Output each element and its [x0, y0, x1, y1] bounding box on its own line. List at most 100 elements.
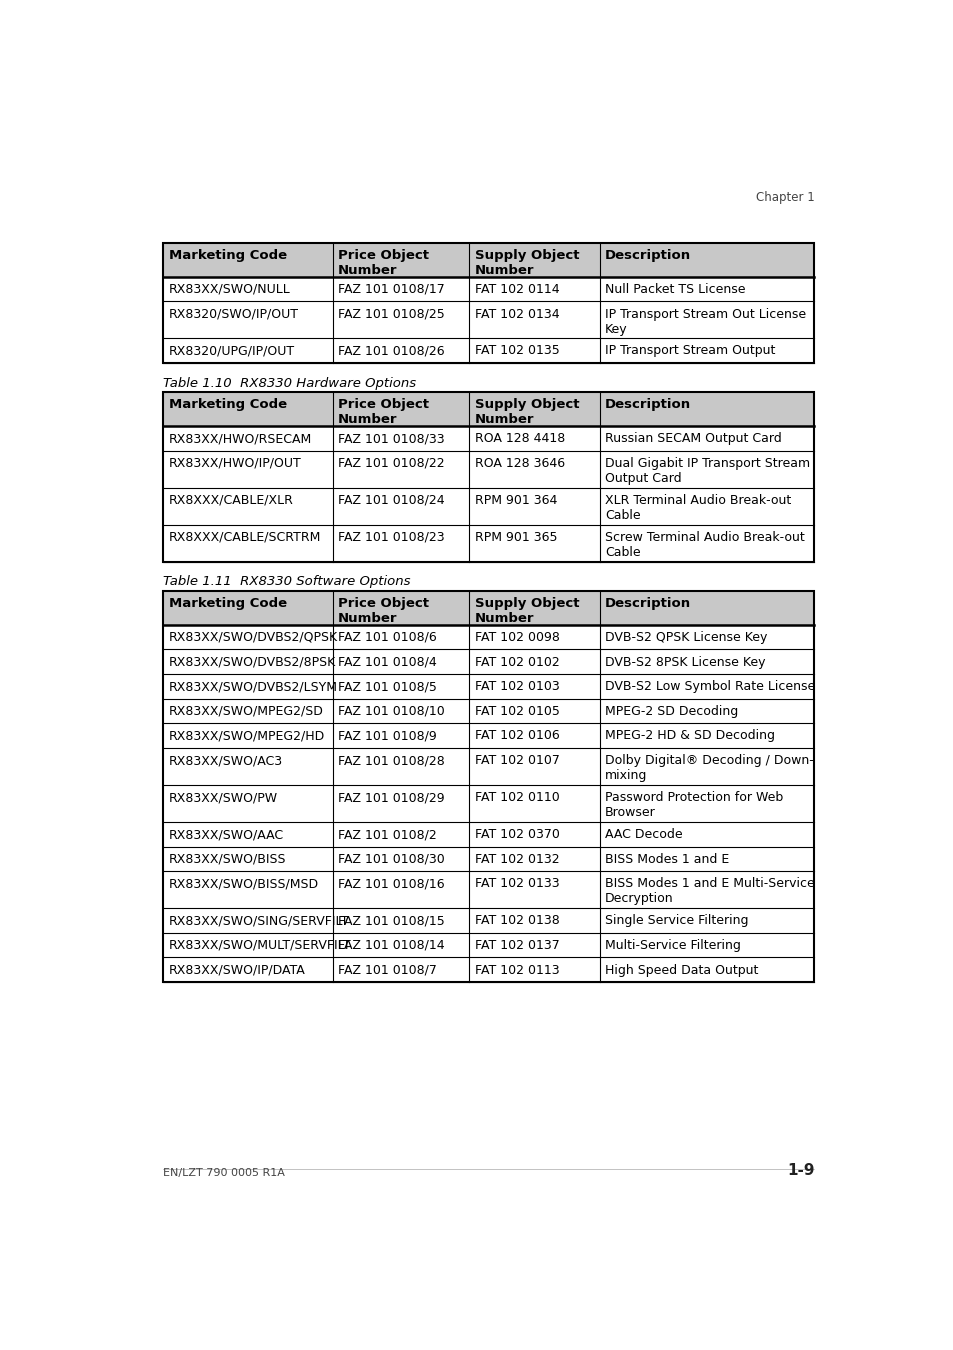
Text: FAT 102 0105: FAT 102 0105 — [475, 705, 559, 718]
Text: Marketing Code: Marketing Code — [169, 398, 287, 412]
Bar — [163, 591, 814, 981]
Text: Chapter 1: Chapter 1 — [755, 192, 814, 204]
Text: RX83XX/HWO/RSECAM: RX83XX/HWO/RSECAM — [169, 432, 312, 446]
Text: Multi-Service Filtering: Multi-Service Filtering — [604, 940, 740, 952]
Text: FAZ 101 0108/14: FAZ 101 0108/14 — [337, 940, 444, 952]
Bar — [163, 591, 814, 625]
Text: Dolby Digital® Decoding / Down-
mixing: Dolby Digital® Decoding / Down- mixing — [604, 755, 813, 782]
Text: XLR Terminal Audio Break-out
Cable: XLR Terminal Audio Break-out Cable — [604, 494, 790, 522]
Text: RX83XX/SWO/NULL: RX83XX/SWO/NULL — [169, 284, 291, 296]
Text: RX83XX/SWO/PW: RX83XX/SWO/PW — [169, 791, 277, 805]
Text: ROA 128 3646: ROA 128 3646 — [475, 456, 564, 470]
Text: RX8XXX/CABLE/SCRTRM: RX8XXX/CABLE/SCRTRM — [169, 531, 321, 544]
Text: FAZ 101 0108/5: FAZ 101 0108/5 — [337, 680, 436, 693]
Text: FAT 102 0132: FAT 102 0132 — [475, 853, 558, 865]
Bar — [163, 243, 814, 363]
Text: Price Object
Number: Price Object Number — [337, 597, 429, 625]
Text: RX83XX/SWO/DVBS2/8PSK: RX83XX/SWO/DVBS2/8PSK — [169, 656, 335, 668]
Text: FAZ 101 0108/25: FAZ 101 0108/25 — [337, 308, 444, 320]
Text: Description: Description — [604, 398, 690, 412]
Text: Marketing Code: Marketing Code — [169, 248, 287, 262]
Text: RX83XX/SWO/MPEG2/SD: RX83XX/SWO/MPEG2/SD — [169, 705, 323, 718]
Text: FAT 102 0137: FAT 102 0137 — [475, 940, 559, 952]
Text: AAC Decode: AAC Decode — [604, 828, 682, 841]
Text: RX83XX/SWO/IP/DATA: RX83XX/SWO/IP/DATA — [169, 964, 305, 976]
Text: RX8320/SWO/IP/OUT: RX8320/SWO/IP/OUT — [169, 308, 298, 320]
Text: RX83XX/SWO/BISS: RX83XX/SWO/BISS — [169, 853, 286, 865]
Text: FAZ 101 0108/2: FAZ 101 0108/2 — [337, 828, 436, 841]
Text: Russian SECAM Output Card: Russian SECAM Output Card — [604, 432, 781, 446]
Text: FAZ 101 0108/15: FAZ 101 0108/15 — [337, 914, 444, 927]
Text: FAT 102 0103: FAT 102 0103 — [475, 680, 559, 693]
Text: FAT 102 0133: FAT 102 0133 — [475, 878, 558, 891]
Text: RX8XXX/CABLE/XLR: RX8XXX/CABLE/XLR — [169, 494, 294, 506]
Text: 1-9: 1-9 — [786, 1164, 814, 1179]
Text: Description: Description — [604, 597, 690, 610]
Text: Description: Description — [604, 248, 690, 262]
Text: MPEG-2 SD Decoding: MPEG-2 SD Decoding — [604, 705, 738, 718]
Text: DVB-S2 8PSK License Key: DVB-S2 8PSK License Key — [604, 656, 764, 668]
Text: FAT 102 0113: FAT 102 0113 — [475, 964, 558, 976]
Text: FAZ 101 0108/28: FAZ 101 0108/28 — [337, 755, 444, 767]
Text: FAZ 101 0108/24: FAZ 101 0108/24 — [337, 494, 444, 506]
Text: RX83XX/SWO/AAC: RX83XX/SWO/AAC — [169, 828, 284, 841]
Bar — [163, 393, 814, 562]
Text: FAT 102 0135: FAT 102 0135 — [475, 344, 559, 358]
Text: RX83XX/HWO/IP/OUT: RX83XX/HWO/IP/OUT — [169, 456, 301, 470]
Text: FAT 102 0138: FAT 102 0138 — [475, 914, 559, 927]
Text: FAZ 101 0108/6: FAZ 101 0108/6 — [337, 630, 436, 644]
Text: RPM 901 365: RPM 901 365 — [475, 531, 557, 544]
Text: RX8320/UPG/IP/OUT: RX8320/UPG/IP/OUT — [169, 344, 294, 358]
Text: FAZ 101 0108/33: FAZ 101 0108/33 — [337, 432, 444, 446]
Bar — [163, 393, 814, 427]
Text: BISS Modes 1 and E: BISS Modes 1 and E — [604, 853, 728, 865]
Text: FAT 102 0370: FAT 102 0370 — [475, 828, 559, 841]
Text: FAT 102 0114: FAT 102 0114 — [475, 284, 558, 296]
Text: FAZ 101 0108/23: FAZ 101 0108/23 — [337, 531, 444, 544]
Text: IP Transport Stream Out License
Key: IP Transport Stream Out License Key — [604, 308, 805, 336]
Text: Marketing Code: Marketing Code — [169, 597, 287, 610]
Text: FAZ 101 0108/17: FAZ 101 0108/17 — [337, 284, 444, 296]
Text: Price Object
Number: Price Object Number — [337, 248, 429, 277]
Text: RX83XX/SWO/MPEG2/HD: RX83XX/SWO/MPEG2/HD — [169, 729, 325, 742]
Text: FAZ 101 0108/26: FAZ 101 0108/26 — [337, 344, 444, 358]
Text: Supply Object
Number: Supply Object Number — [475, 398, 578, 427]
Text: Dual Gigabit IP Transport Stream
Output Card: Dual Gigabit IP Transport Stream Output … — [604, 456, 809, 485]
Text: FAZ 101 0108/7: FAZ 101 0108/7 — [337, 964, 436, 976]
Text: FAT 102 0107: FAT 102 0107 — [475, 755, 559, 767]
Text: MPEG-2 HD & SD Decoding: MPEG-2 HD & SD Decoding — [604, 729, 774, 742]
Text: Table 1.11  RX8330 Software Options: Table 1.11 RX8330 Software Options — [163, 575, 411, 589]
Text: FAZ 101 0108/30: FAZ 101 0108/30 — [337, 853, 444, 865]
Text: RX83XX/SWO/DVBS2/LSYM: RX83XX/SWO/DVBS2/LSYM — [169, 680, 337, 693]
Text: Null Packet TS License: Null Packet TS License — [604, 284, 744, 296]
Text: FAT 102 0106: FAT 102 0106 — [475, 729, 559, 742]
Text: DVB-S2 QPSK License Key: DVB-S2 QPSK License Key — [604, 630, 766, 644]
Text: FAT 102 0110: FAT 102 0110 — [475, 791, 559, 805]
Text: RX83XX/SWO/BISS/MSD: RX83XX/SWO/BISS/MSD — [169, 878, 318, 891]
Text: IP Transport Stream Output: IP Transport Stream Output — [604, 344, 775, 358]
Text: FAZ 101 0108/4: FAZ 101 0108/4 — [337, 656, 436, 668]
Text: DVB-S2 Low Symbol Rate License: DVB-S2 Low Symbol Rate License — [604, 680, 815, 693]
Text: FAZ 101 0108/9: FAZ 101 0108/9 — [337, 729, 436, 742]
Text: RX83XX/SWO/SING/SERVFILT: RX83XX/SWO/SING/SERVFILT — [169, 914, 349, 927]
Text: RX83XX/SWO/MULT/SERVFILT: RX83XX/SWO/MULT/SERVFILT — [169, 940, 351, 952]
Text: RX83XX/SWO/DVBS2/QPSK: RX83XX/SWO/DVBS2/QPSK — [169, 630, 337, 644]
Text: FAZ 101 0108/10: FAZ 101 0108/10 — [337, 705, 444, 718]
Text: FAT 102 0098: FAT 102 0098 — [475, 630, 559, 644]
Text: ROA 128 4418: ROA 128 4418 — [475, 432, 564, 446]
Text: Table 1.10  RX8330 Hardware Options: Table 1.10 RX8330 Hardware Options — [163, 377, 416, 390]
Text: Supply Object
Number: Supply Object Number — [475, 597, 578, 625]
Text: FAT 102 0134: FAT 102 0134 — [475, 308, 558, 320]
Text: Supply Object
Number: Supply Object Number — [475, 248, 578, 277]
Text: FAT 102 0102: FAT 102 0102 — [475, 656, 559, 668]
Text: EN/LZT 790 0005 R1A: EN/LZT 790 0005 R1A — [163, 1168, 285, 1179]
Text: BISS Modes 1 and E Multi-Service
Decryption: BISS Modes 1 and E Multi-Service Decrypt… — [604, 878, 814, 906]
Text: FAZ 101 0108/22: FAZ 101 0108/22 — [337, 456, 444, 470]
Text: FAZ 101 0108/29: FAZ 101 0108/29 — [337, 791, 444, 805]
Text: Single Service Filtering: Single Service Filtering — [604, 914, 748, 927]
Text: High Speed Data Output: High Speed Data Output — [604, 964, 758, 976]
Bar — [163, 243, 814, 277]
Text: RPM 901 364: RPM 901 364 — [475, 494, 557, 506]
Text: FAZ 101 0108/16: FAZ 101 0108/16 — [337, 878, 444, 891]
Text: Price Object
Number: Price Object Number — [337, 398, 429, 427]
